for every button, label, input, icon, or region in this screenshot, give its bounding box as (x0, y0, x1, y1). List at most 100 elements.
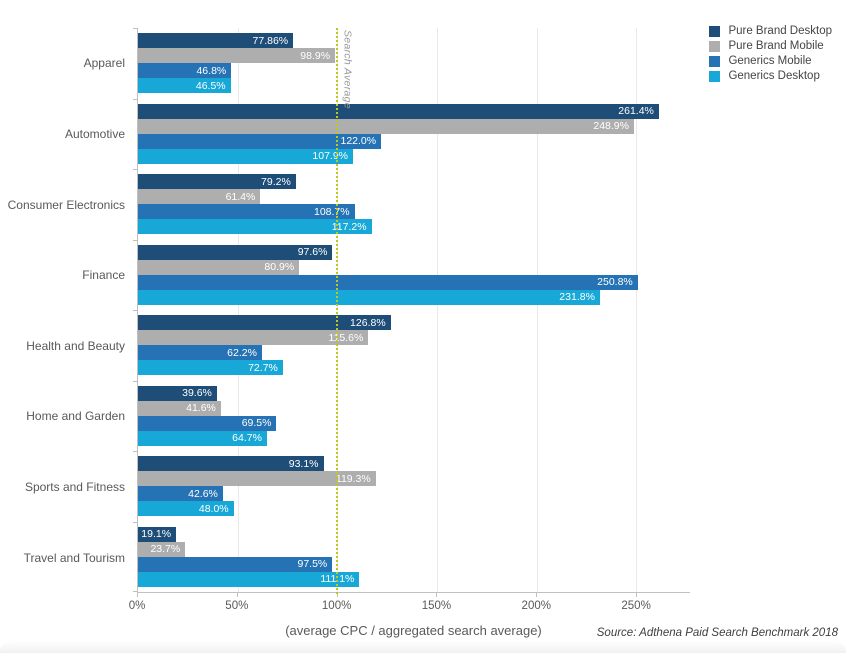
gridline (536, 28, 538, 592)
bar-value-label: 248.9% (593, 120, 629, 132)
y-tick-mark (133, 521, 138, 523)
x-axis-title: (average CPC / aggregated search average… (285, 623, 542, 638)
bar-group: 93.1% 119.3% 42.6% 48.0% (138, 451, 690, 522)
bar: 42.6% (138, 486, 223, 501)
legend-item: Generics Desktop (709, 69, 832, 84)
bar-value-label: 115.6% (328, 331, 364, 344)
y-tick-mark (133, 239, 138, 241)
bar-group: 79.2% 61.4% 108.7% 117.2% (138, 169, 690, 240)
bar: 122.0% (138, 133, 382, 149)
bar: 250.8% (138, 274, 638, 290)
bar-value-label: 69.5% (241, 417, 272, 429)
legend-swatch-icon (709, 70, 721, 82)
bar: 108.7% (138, 204, 355, 219)
legend-label: Generics Desktop (728, 70, 820, 83)
legend-label: Generics Mobile (728, 55, 812, 68)
bar-value-label: 64.7% (232, 432, 262, 444)
bar-value-label: 46.5% (195, 79, 226, 92)
bar-group: 97.6% 80.9% 250.8% 231.8% (138, 240, 690, 311)
x-tick-mark (336, 593, 338, 597)
bar-value-label: 97.5% (297, 558, 328, 570)
category-label: Finance (82, 268, 125, 283)
bar: 62.2% (138, 345, 262, 360)
y-tick-mark (133, 380, 138, 382)
category-axis: Apparel Automotive Consumer Electronics Fin… (0, 28, 131, 593)
category-label: Travel and Tourism (23, 550, 125, 565)
bar-value-label: 250.8% (597, 276, 633, 288)
bar-value-label: 39.6% (182, 387, 212, 399)
bar: 98.9% (138, 48, 336, 63)
bar-value-label: 19.1% (141, 528, 172, 540)
bar: 97.6% (138, 244, 333, 260)
legend-label: Pure Brand Desktop (728, 25, 832, 38)
bar-value-label: 79.2% (261, 175, 291, 188)
x-tick-mark (236, 593, 238, 597)
bar-value-label: 107.9% (312, 150, 349, 162)
bar: 39.6% (138, 385, 217, 401)
bar: 231.8% (138, 289, 600, 305)
y-tick-mark (133, 310, 138, 311)
y-tick-mark (133, 98, 138, 100)
bar-value-label: 61.4% (225, 190, 256, 203)
bar: 107.9% (138, 148, 354, 164)
bar-value-label: 62.2% (227, 346, 257, 359)
y-tick-mark (133, 451, 138, 452)
bar: 77.86% (138, 33, 294, 48)
bar: 111.1% (138, 571, 360, 587)
bar: 41.6% (138, 400, 221, 416)
bar: 126.8% (138, 315, 391, 330)
bar: 46.8% (138, 63, 232, 78)
search-average-label: Search Average (341, 30, 354, 109)
y-tick-mark (133, 591, 138, 592)
category-label: Consumer Electronics (7, 197, 125, 212)
bar-value-label: 108.7% (313, 205, 350, 218)
bar: 69.5% (138, 415, 277, 431)
bar-value-label: 46.8% (196, 64, 227, 77)
bar-value-label: 77.86% (252, 34, 289, 47)
bar-value-label: 122.0% (340, 135, 377, 147)
bar: 119.3% (138, 471, 376, 486)
search-average-line (336, 28, 339, 594)
x-tick-mark (536, 593, 538, 597)
gridline (636, 28, 638, 592)
x-tick-label: 0% (128, 600, 146, 612)
category-label: Sports and Fitness (24, 480, 125, 495)
category-label: Home and Garden (26, 409, 125, 424)
source-note: Source: Adthena Paid Search Benchmark 20… (596, 627, 838, 639)
y-tick-mark (133, 28, 138, 29)
bar: 19.1% (138, 526, 177, 542)
legend-item: Pure Brand Desktop (709, 24, 832, 39)
bar-value-label: 42.6% (188, 487, 218, 500)
gridline (436, 28, 438, 592)
gridline (237, 28, 239, 592)
legend-label: Pure Brand Mobile (728, 40, 824, 53)
x-tick-label: 150% (421, 600, 452, 612)
x-axis: 0% 50% 100% 150% 200% 250% (129, 593, 690, 615)
bar-value-label: 97.6% (297, 246, 328, 258)
bar-group: 39.6% 41.6% 69.5% 64.7% (138, 381, 690, 452)
bar: 80.9% (138, 259, 300, 275)
bar: 248.9% (138, 118, 634, 134)
x-tick-label: 100% (321, 600, 352, 612)
bar: 115.6% (138, 330, 369, 345)
bar-value-label: 41.6% (186, 402, 216, 414)
bar: 261.4% (138, 103, 659, 119)
bar-value-label: 119.3% (335, 472, 371, 485)
bar-value-label: 23.7% (150, 543, 181, 555)
x-tick-label: 200% (521, 600, 551, 612)
bar-group: 19.1% 23.7% 97.5% 111.1% (138, 522, 690, 593)
bar: 48.0% (138, 501, 234, 516)
legend-swatch-icon (709, 25, 721, 37)
bar: 97.5% (138, 556, 333, 572)
legend: Pure Brand Desktop Pure Brand Mobile Gener… (709, 24, 832, 84)
bar-value-label: 48.0% (198, 502, 229, 515)
bar-value-label: 80.9% (264, 261, 295, 273)
bar-value-label: 231.8% (559, 291, 595, 303)
bar-group: 77.86% 98.9% 46.8% 46.5% (138, 28, 690, 99)
x-tick-mark (636, 593, 638, 597)
category-label: Apparel (83, 56, 125, 71)
category-label: Health and Beauty (26, 338, 125, 353)
bar: 79.2% (138, 174, 296, 189)
bar-group: 126.8% 115.6% 62.2% 72.7% (138, 310, 690, 381)
